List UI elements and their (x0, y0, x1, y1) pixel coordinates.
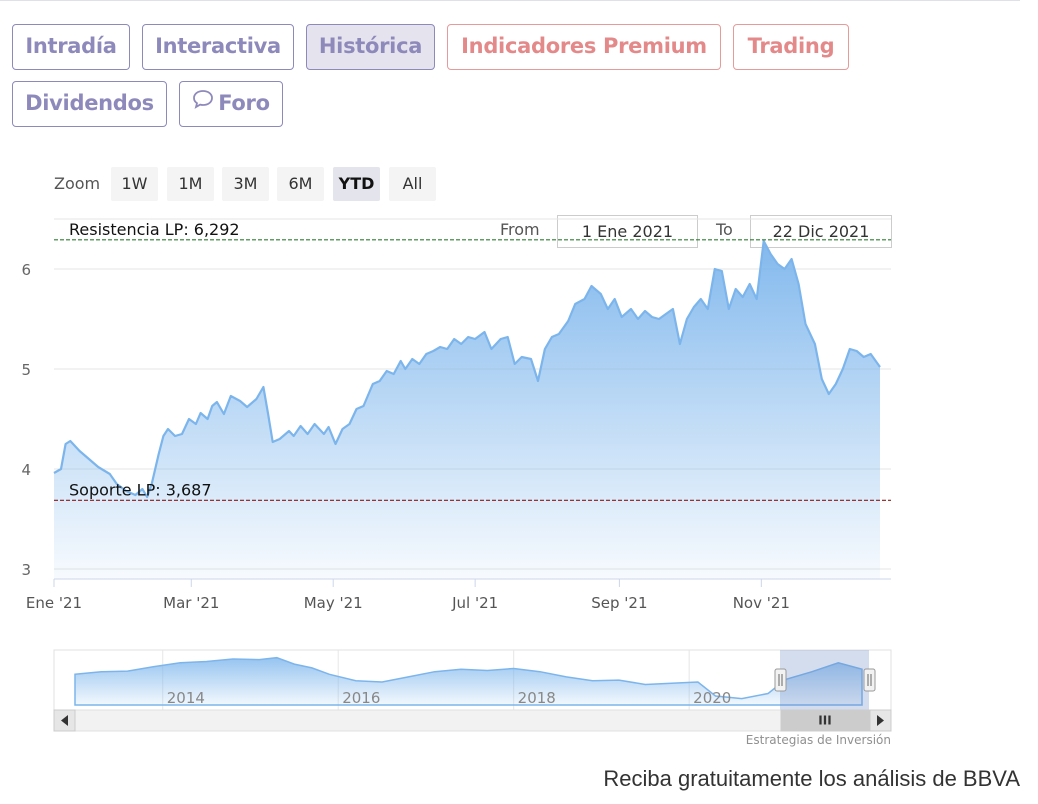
chat-bubble-icon (192, 81, 214, 124)
y-tick-label: 4 (21, 461, 31, 479)
scroll-right-arrow-icon (877, 715, 884, 726)
price-area (54, 241, 880, 579)
navigator-selected-range[interactable] (780, 650, 869, 710)
zoom-1w-button[interactable]: 1W (111, 167, 158, 201)
scrollbar[interactable]: III (53, 709, 892, 732)
from-label: From (500, 220, 540, 239)
newsletter-cta-link[interactable]: Reciba gratuitamente los análisis de BBV… (603, 766, 1020, 791)
tab-trading[interactable]: Trading (733, 24, 849, 70)
zoom-6m-button[interactable]: 6M (277, 167, 324, 201)
tab-indicadores-premium[interactable]: Indicadores Premium (447, 24, 721, 70)
scroll-left-arrow-icon (61, 715, 68, 726)
navigator[interactable]: 2014 2016 2018 2020 (53, 649, 892, 711)
navigator-tick-label: 2020 (693, 689, 731, 707)
navigator-tick-label: 2014 (167, 689, 205, 707)
tab-historica[interactable]: Histórica (306, 24, 435, 70)
tab-dividendos[interactable]: Dividendos (12, 81, 167, 127)
y-tick-label: 3 (21, 561, 31, 579)
to-date-input[interactable]: 22 Dic 2021 (750, 215, 892, 248)
zoom-label: Zoom (54, 174, 101, 193)
zoom-ytd-button[interactable]: YTD (333, 167, 380, 201)
top-divider (0, 0, 1020, 1)
tab-intradia[interactable]: Intradía (12, 24, 130, 70)
x-tick-label: Ene '21 (26, 594, 82, 612)
zoom-all-button[interactable]: All (389, 167, 436, 201)
x-tick-label: Jul '21 (451, 594, 498, 612)
price-line (53, 239, 881, 499)
navigator-right-handle[interactable] (863, 668, 876, 692)
plot-lines: Resistencia LP: 6,292 Soporte LP: 3,687 (54, 220, 891, 501)
tab-foro-label: Foro (218, 91, 270, 115)
x-tick-label: Sep '21 (591, 594, 647, 612)
tab-interactiva[interactable]: Interactiva (142, 24, 294, 70)
scrollbar-grip-icon: III (818, 714, 831, 728)
plot-line-label: Resistencia LP: 6,292 (69, 220, 240, 239)
plot-line-label: Soporte LP: 3,687 (69, 480, 212, 499)
y-tick-label: 6 (21, 261, 31, 279)
navigator-tick-label: 2018 (518, 689, 556, 707)
x-tick-label: Mar '21 (163, 594, 219, 612)
navigator-left-handle[interactable] (774, 668, 787, 692)
y-axis-labels: 3 4 5 6 (21, 261, 31, 579)
navigator-series (74, 656, 863, 706)
tab-foro[interactable]: Foro (179, 81, 283, 127)
zoom-1m-button[interactable]: 1M (167, 167, 214, 201)
x-axis-labels: Ene '21 Mar '21 May '21 Jul '21 Sep '21 Nov '… (26, 579, 790, 612)
from-date-input[interactable]: 1 Ene 2021 (557, 215, 698, 248)
chart-credits[interactable]: Estrategias de Inversión (745, 733, 891, 747)
navigator-labels: 2014 2016 2018 2020 (167, 689, 732, 707)
scrollbar-track[interactable] (53, 709, 892, 732)
x-tick-label: Nov '21 (733, 594, 790, 612)
navigator-tick-label: 2016 (342, 689, 380, 707)
zoom-3m-button[interactable]: 3M (222, 167, 269, 201)
to-label: To (716, 220, 733, 239)
x-tick-label: May '21 (304, 594, 363, 612)
y-tick-label: 5 (21, 361, 31, 379)
